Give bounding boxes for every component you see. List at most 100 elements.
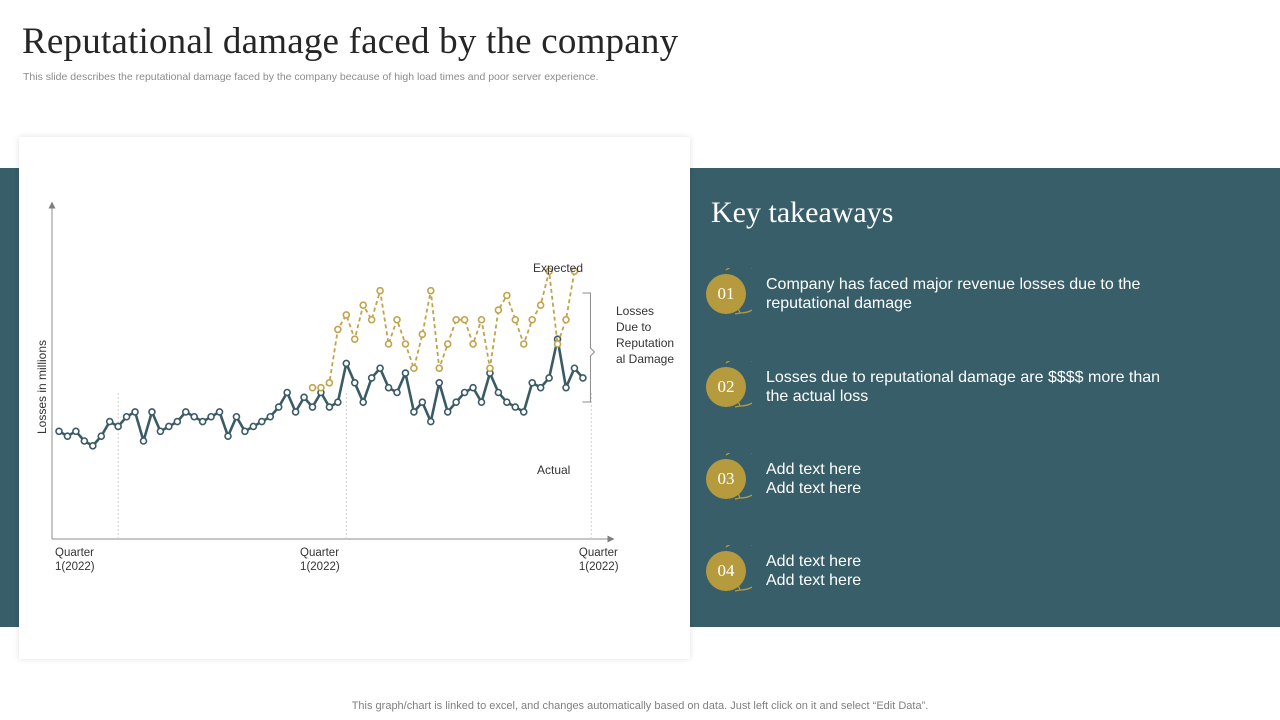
data-point-actual[interactable] <box>477 398 486 407</box>
series-line-expected <box>312 270 576 389</box>
badge-number: 03 <box>717 469 735 488</box>
data-point-actual[interactable] <box>519 408 528 416</box>
data-point-actual[interactable] <box>325 403 334 411</box>
data-point-actual[interactable] <box>139 437 148 445</box>
data-point-actual[interactable] <box>579 374 587 382</box>
data-point-expected[interactable] <box>384 340 393 348</box>
data-point-actual[interactable] <box>334 398 342 407</box>
data-point-actual[interactable] <box>291 408 300 416</box>
data-point-expected[interactable] <box>317 383 325 392</box>
data-point-expected[interactable] <box>469 340 477 348</box>
data-point-actual[interactable] <box>426 417 435 426</box>
data-point-actual[interactable] <box>156 427 165 436</box>
circle-badge-icon <box>706 453 752 500</box>
data-point-expected[interactable] <box>308 383 317 392</box>
data-point-expected[interactable] <box>570 267 579 276</box>
data-point-actual[interactable] <box>105 417 114 426</box>
data-point-expected[interactable] <box>443 340 452 348</box>
data-point-expected[interactable] <box>418 330 427 339</box>
data-point-actual[interactable] <box>249 422 258 431</box>
data-point-actual[interactable] <box>469 383 477 392</box>
data-point-actual[interactable] <box>536 383 545 392</box>
data-point-actual[interactable] <box>443 408 452 416</box>
data-point-actual[interactable] <box>114 422 122 431</box>
data-point-actual[interactable] <box>435 379 444 387</box>
data-point-expected[interactable] <box>376 286 384 295</box>
data-point-actual[interactable] <box>63 432 72 440</box>
data-point-expected[interactable] <box>519 340 528 348</box>
data-point-actual[interactable] <box>376 364 384 373</box>
data-point-actual[interactable] <box>452 398 460 407</box>
data-point-actual[interactable] <box>570 364 579 373</box>
data-point-actual[interactable] <box>165 422 173 431</box>
data-point-actual[interactable] <box>224 432 232 440</box>
data-point-actual[interactable] <box>122 412 131 421</box>
data-point-actual[interactable] <box>401 369 410 377</box>
data-point-actual[interactable] <box>89 442 97 450</box>
chart-card[interactable]: Losses in millions Quarter 1(2022) Quarter… <box>19 137 690 659</box>
data-point-expected[interactable] <box>325 379 334 387</box>
data-point-expected[interactable] <box>426 286 435 295</box>
data-point-actual[interactable] <box>460 388 469 397</box>
data-point-actual[interactable] <box>198 417 207 426</box>
data-point-actual[interactable] <box>97 432 106 440</box>
data-point-actual[interactable] <box>562 383 570 392</box>
data-point-expected[interactable] <box>528 315 537 324</box>
data-point-expected[interactable] <box>350 335 359 343</box>
data-point-expected[interactable] <box>334 325 342 334</box>
data-point-actual[interactable] <box>241 427 249 436</box>
data-point-actual[interactable] <box>367 374 376 382</box>
data-point-expected[interactable] <box>545 267 553 276</box>
data-point-actual[interactable] <box>308 403 317 411</box>
data-point-actual[interactable] <box>55 427 63 436</box>
data-point-expected[interactable] <box>460 315 469 324</box>
data-point-expected[interactable] <box>477 315 486 324</box>
data-point-actual[interactable] <box>300 393 308 402</box>
data-point-actual[interactable] <box>274 403 283 411</box>
data-point-expected[interactable] <box>536 301 545 309</box>
data-point-actual[interactable] <box>342 359 351 368</box>
data-point-expected[interactable] <box>342 311 351 319</box>
data-point-actual[interactable] <box>528 379 537 387</box>
data-point-actual[interactable] <box>545 374 553 382</box>
data-point-actual[interactable] <box>190 412 198 421</box>
data-point-expected[interactable] <box>553 340 562 348</box>
data-point-actual[interactable] <box>494 388 503 397</box>
data-point-actual[interactable] <box>72 427 80 436</box>
data-point-actual[interactable] <box>266 412 275 421</box>
data-point-actual[interactable] <box>80 437 89 445</box>
data-point-expected[interactable] <box>452 315 460 324</box>
data-point-actual[interactable] <box>232 412 241 421</box>
takeaway-item-1: 01 Company has faced major revenue losse… <box>700 268 1220 320</box>
data-point-expected[interactable] <box>494 306 503 314</box>
data-point-expected[interactable] <box>511 315 520 324</box>
data-point-actual[interactable] <box>148 408 156 416</box>
data-point-expected[interactable] <box>393 315 401 324</box>
data-point-actual[interactable] <box>511 403 520 411</box>
data-point-actual[interactable] <box>503 398 511 407</box>
data-point-actual[interactable] <box>215 408 224 416</box>
data-point-expected[interactable] <box>410 364 418 373</box>
data-point-expected[interactable] <box>367 315 376 324</box>
data-point-actual[interactable] <box>181 408 190 416</box>
data-point-actual[interactable] <box>207 412 215 421</box>
data-point-expected[interactable] <box>401 340 410 348</box>
data-point-actual[interactable] <box>418 398 427 407</box>
data-point-expected[interactable] <box>562 315 570 324</box>
data-point-actual[interactable] <box>359 398 368 407</box>
data-point-actual[interactable] <box>283 388 291 397</box>
data-point-actual[interactable] <box>384 383 393 392</box>
number-badge: 01 <box>700 268 752 320</box>
data-point-expected[interactable] <box>486 364 494 373</box>
data-point-actual[interactable] <box>258 417 266 426</box>
line-chart[interactable]: Losses in millions Quarter 1(2022) Quarter… <box>19 137 690 659</box>
data-point-actual[interactable] <box>350 379 359 387</box>
data-point-actual[interactable] <box>131 408 139 416</box>
data-point-actual[interactable] <box>410 408 418 416</box>
data-point-expected[interactable] <box>359 301 368 309</box>
data-point-expected[interactable] <box>435 364 444 373</box>
data-point-expected[interactable] <box>503 291 511 300</box>
series-label-expected: Expected <box>533 261 583 275</box>
data-point-actual[interactable] <box>173 417 182 426</box>
data-point-actual[interactable] <box>393 388 401 397</box>
